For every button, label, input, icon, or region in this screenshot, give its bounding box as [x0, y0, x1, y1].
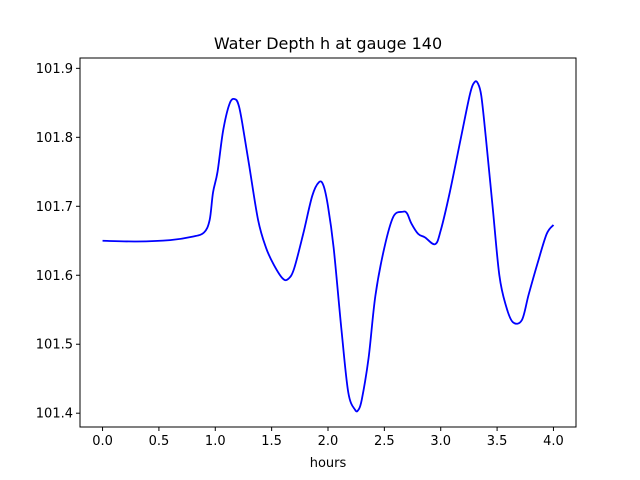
x-tick-label: 4.0	[543, 434, 564, 449]
y-tick-label: 101.8	[36, 131, 73, 146]
series-line	[102, 80, 555, 413]
plot-area	[102, 80, 555, 413]
chart-title: Water Depth h at gauge 140	[214, 34, 442, 53]
y-tick-label: 101.7	[36, 200, 73, 215]
y-tick-label: 101.4	[36, 407, 73, 422]
y-tick-label: 101.5	[36, 338, 73, 353]
x-tick-label: 0.0	[92, 434, 113, 449]
x-tick-label: 3.0	[430, 434, 451, 449]
x-tick-label: 3.5	[487, 434, 508, 449]
y-axis: 101.4 101.5 101.6 101.7 101.8 101.9	[36, 62, 80, 422]
x-axis: 0.0 0.5 1.0 1.5 2.0 2.5 3.0 3.5 4.0	[92, 427, 564, 449]
x-tick-label: 2.0	[318, 434, 339, 449]
x-tick-label: 1.0	[205, 434, 226, 449]
x-tick-label: 0.5	[149, 434, 170, 449]
x-tick-label: 2.5	[374, 434, 395, 449]
x-axis-label: hours	[310, 456, 347, 471]
x-tick-label: 1.5	[261, 434, 282, 449]
y-tick-label: 101.9	[36, 62, 73, 77]
y-tick-label: 101.6	[36, 269, 73, 284]
